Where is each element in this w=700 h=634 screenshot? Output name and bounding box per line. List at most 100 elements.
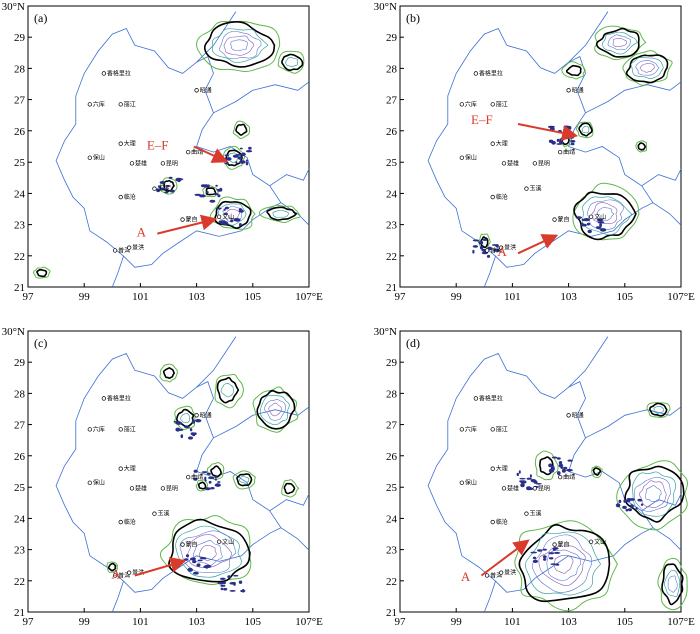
x-tick-label: 105 [617, 616, 634, 628]
precip-mark [193, 469, 198, 473]
precip-mark [560, 466, 564, 469]
annotation-arrow [517, 123, 579, 141]
precip-mark [214, 474, 217, 479]
contour-line [607, 34, 632, 50]
city-marker [532, 486, 538, 491]
contour-line [596, 207, 615, 221]
precip-mark [586, 222, 590, 226]
x-tick-label: 103 [188, 291, 205, 303]
border-line [652, 527, 682, 551]
contour-line [622, 50, 673, 86]
city-marker [152, 511, 157, 516]
precip-mark [208, 480, 212, 484]
city-marker [532, 161, 538, 166]
precip-mark [558, 463, 564, 468]
precip-mark [197, 559, 203, 562]
city-label: 丽江 [124, 426, 136, 433]
precip-mark [597, 221, 605, 224]
precip-mark [165, 185, 171, 187]
precip-mark [235, 161, 238, 164]
contour-line [232, 120, 251, 139]
border-line [213, 81, 310, 114]
border-line [641, 168, 682, 187]
city-label: 玉溪 [529, 185, 541, 193]
precip-mark [193, 477, 198, 481]
city-marker [490, 466, 495, 471]
contour-line [277, 50, 305, 74]
panel-label: (c) [34, 336, 47, 350]
y-tick-label: 22 [14, 576, 25, 588]
precip-mark [224, 206, 229, 210]
precip-mark [205, 567, 209, 569]
city-label: 大理 [124, 140, 136, 148]
city-marker [490, 427, 495, 432]
y-tick-label: 29 [386, 32, 398, 44]
city-label: 昭通 [200, 86, 212, 94]
x-tick-label: 103 [560, 291, 577, 303]
precip-mark [575, 216, 582, 220]
city-marker [499, 570, 504, 575]
precip-mark [223, 212, 228, 215]
city-label: 昆明 [538, 160, 550, 167]
city-marker [524, 511, 529, 516]
city-marker [499, 245, 504, 250]
y-tick-label: 26 [14, 451, 26, 463]
city-marker [118, 194, 123, 200]
city-marker [118, 427, 123, 432]
city-label: 六库 [93, 100, 105, 108]
contour-line [625, 54, 669, 84]
city-label: 昭通 [572, 86, 584, 94]
panel-a: (a) 97 99 101 103 105 107°E 21 22 23 24 25 26 27 28 29… [2, 1, 323, 303]
x-tick-label: 101 [504, 291, 521, 303]
precip-mark [570, 140, 576, 143]
border-line [111, 580, 124, 613]
precip-mark [629, 498, 635, 501]
city-label: 香格里拉 [107, 394, 131, 402]
city-marker [87, 102, 92, 107]
y-tick-label: 24 [386, 513, 398, 525]
precip-mark [625, 508, 629, 512]
contour-line [230, 39, 249, 51]
annotation-label: A [111, 566, 121, 581]
precip-mark [479, 246, 484, 250]
city-marker [459, 427, 464, 432]
contour-line [664, 569, 681, 598]
precip-mark [159, 181, 165, 184]
precip-mark [486, 254, 491, 258]
precip-mark [215, 207, 222, 210]
province-boundary [427, 352, 654, 593]
contour-line [546, 549, 581, 581]
border-line [568, 11, 609, 63]
city-label: 景洪 [504, 569, 516, 577]
city-marker [473, 71, 479, 76]
precip-mark [187, 567, 193, 572]
precip-mark [550, 563, 556, 565]
border-line [269, 493, 310, 512]
y-tick-label: 21 [386, 607, 397, 619]
annotation-arrow [193, 145, 229, 163]
contour-line [235, 123, 248, 136]
contour-line [283, 482, 296, 495]
y-tick-label: 25 [14, 157, 26, 169]
y-tick-label: 25 [386, 482, 398, 494]
precip-mark [203, 184, 209, 188]
contour-line [635, 140, 648, 153]
contour-line [538, 545, 586, 587]
precip-mark [169, 189, 175, 193]
city-marker [112, 248, 118, 253]
precip-mark [177, 428, 184, 431]
city-marker [558, 149, 563, 155]
precip-mark [204, 476, 207, 480]
y-tick-label: 27 [14, 420, 26, 432]
precip-mark [482, 238, 488, 241]
precip-mark [245, 161, 249, 166]
city-marker [127, 570, 132, 575]
x-tick-label: 105 [617, 291, 634, 303]
contour-line [581, 125, 590, 134]
precip-mark [229, 582, 236, 585]
precip-mark [217, 581, 225, 585]
contour-line [232, 470, 256, 490]
border-line [652, 202, 682, 226]
precip-mark [542, 548, 547, 551]
